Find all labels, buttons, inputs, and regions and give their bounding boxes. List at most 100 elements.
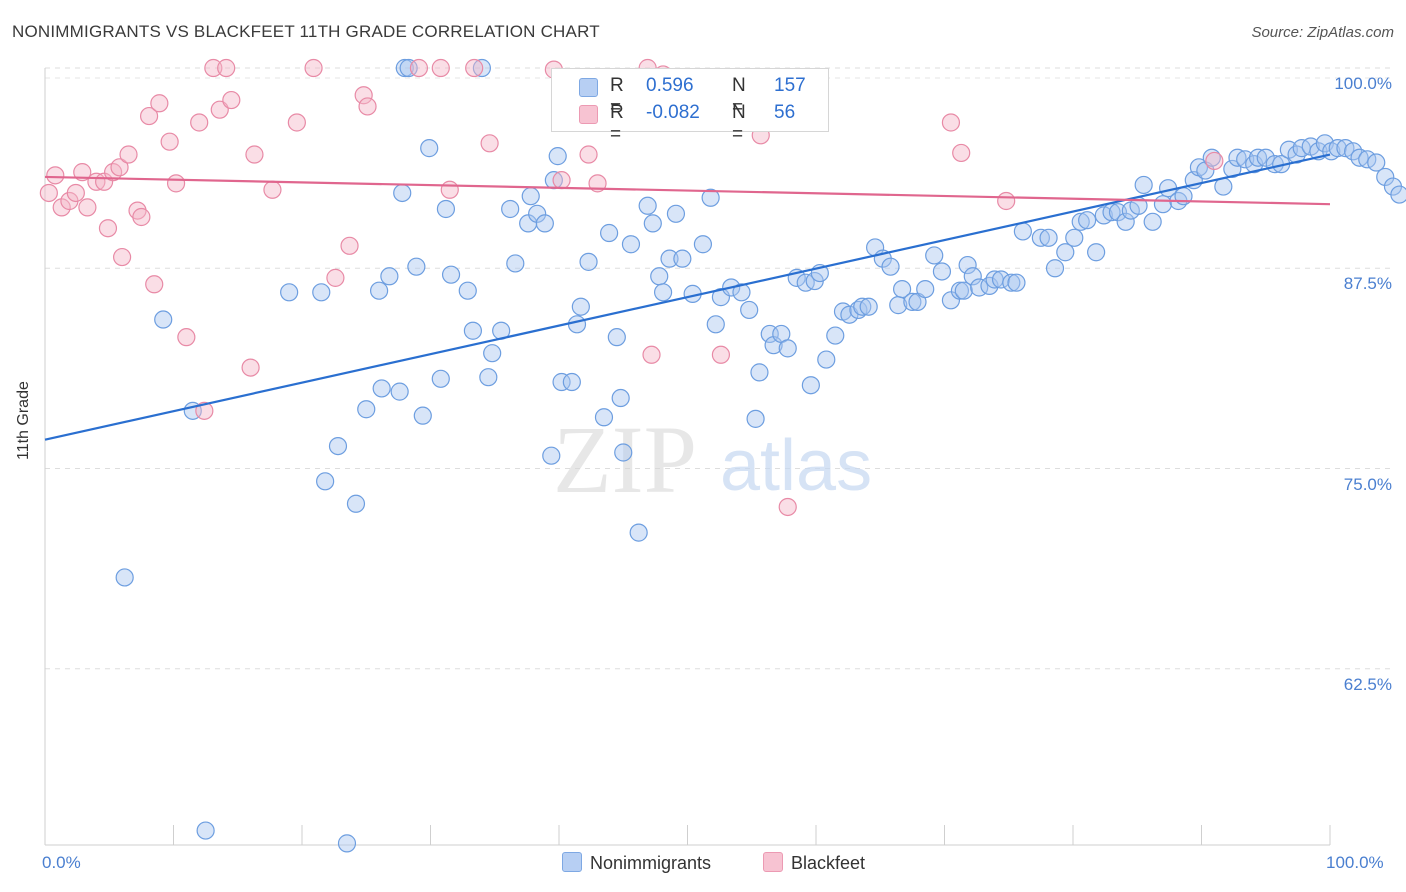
- point-blackfeet: [552, 171, 571, 190]
- bottom-legend-nonimmigrants: Nonimmigrants: [562, 852, 711, 874]
- point-blackfeet: [304, 58, 323, 78]
- point-nonimmigrants: [650, 267, 669, 286]
- scatter-points: [39, 58, 1406, 853]
- point-nonimmigrants: [399, 58, 418, 78]
- point-nonimmigrants: [552, 372, 571, 392]
- n-value-nonimmigrants: 157: [774, 75, 806, 96]
- point-nonimmigrants: [817, 350, 836, 369]
- point-blackfeet: [166, 174, 186, 193]
- point-blackfeet: [440, 180, 459, 199]
- point-nonimmigrants: [1087, 243, 1106, 262]
- point-nonimmigrants: [420, 139, 439, 158]
- point-nonimmigrants: [892, 279, 912, 299]
- point-nonimmigrants: [1007, 273, 1026, 292]
- point-nonimmigrants: [280, 283, 299, 302]
- bottom-legend-blackfeet: Blackfeet: [763, 852, 865, 874]
- point-nonimmigrants: [372, 379, 391, 398]
- point-nonimmigrants: [479, 368, 498, 387]
- point-nonimmigrants: [535, 214, 554, 233]
- y-tick-label: 87.5%: [1343, 274, 1392, 294]
- point-nonimmigrants: [154, 310, 173, 329]
- point-blackfeet: [177, 328, 196, 347]
- point-nonimmigrants: [1143, 212, 1162, 231]
- point-nonimmigrants: [600, 223, 619, 243]
- point-nonimmigrants: [1367, 153, 1386, 172]
- point-nonimmigrants: [778, 339, 797, 358]
- point-nonimmigrants: [521, 187, 540, 206]
- point-nonimmigrants: [643, 214, 662, 233]
- point-nonimmigrants: [1228, 148, 1247, 167]
- point-blackfeet: [132, 207, 151, 227]
- r-value-nonimmigrants: 0.596: [646, 75, 694, 96]
- point-nonimmigrants: [638, 196, 657, 215]
- point-nonimmigrants: [954, 281, 973, 300]
- watermark-atlas: atlas: [720, 426, 872, 506]
- point-nonimmigrants: [483, 344, 502, 363]
- point-nonimmigrants: [1256, 148, 1275, 167]
- point-nonimmigrants: [826, 326, 845, 345]
- point-blackfeet: [711, 345, 731, 364]
- x-tick-max: 100.0%: [1326, 853, 1384, 872]
- point-nonimmigrants: [629, 523, 648, 542]
- point-blackfeet: [112, 247, 132, 267]
- point-nonimmigrants: [1013, 222, 1032, 241]
- point-nonimmigrants: [666, 204, 686, 223]
- point-nonimmigrants: [853, 297, 872, 316]
- point-nonimmigrants: [991, 270, 1011, 289]
- point-blackfeet: [1205, 151, 1224, 171]
- point-nonimmigrants: [1390, 185, 1406, 204]
- point-blackfeet: [480, 134, 499, 153]
- point-nonimmigrants: [693, 235, 713, 254]
- y-tick-label: 100.0%: [1334, 74, 1392, 93]
- r-label: R =: [610, 102, 624, 145]
- trend-line-blackfeet: [44, 175, 1331, 206]
- point-blackfeet: [465, 58, 484, 78]
- r-value-blackfeet: -0.082: [646, 102, 700, 123]
- point-nonimmigrants: [337, 834, 357, 853]
- point-blackfeet: [952, 143, 971, 163]
- n-label: N =: [732, 102, 746, 145]
- point-nonimmigrants: [1039, 228, 1058, 247]
- point-nonimmigrants: [621, 235, 641, 254]
- point-nonimmigrants: [1153, 195, 1173, 214]
- point-blackfeet: [190, 113, 209, 132]
- point-nonimmigrants: [346, 494, 366, 513]
- point-nonimmigrants: [958, 255, 977, 275]
- point-nonimmigrants: [903, 292, 922, 312]
- point-nonimmigrants: [796, 273, 815, 292]
- point-nonimmigrants: [881, 257, 900, 276]
- point-nonimmigrants: [916, 279, 935, 299]
- r-label: R =: [610, 75, 624, 118]
- point-nonimmigrants: [567, 315, 587, 334]
- watermark: ZIP atlas: [553, 406, 872, 513]
- point-nonimmigrants: [653, 283, 673, 302]
- point-nonimmigrants: [673, 249, 692, 268]
- point-nonimmigrants: [562, 372, 581, 392]
- point-nonimmigrants: [390, 382, 409, 401]
- point-blackfeet: [195, 401, 214, 420]
- point-nonimmigrants: [357, 400, 376, 419]
- point-nonimmigrants: [458, 281, 477, 300]
- point-nonimmigrants: [594, 408, 614, 427]
- nonimmigrants-legend-label: Nonimmigrants: [590, 853, 712, 873]
- point-blackfeet: [354, 86, 373, 105]
- point-nonimmigrants: [746, 409, 765, 428]
- point-nonimmigrants: [407, 257, 426, 276]
- point-blackfeet: [579, 145, 598, 164]
- point-nonimmigrants: [1248, 148, 1268, 167]
- point-nonimmigrants: [950, 281, 970, 300]
- point-blackfeet: [241, 358, 260, 377]
- point-blackfeet: [217, 58, 236, 78]
- point-nonimmigrants: [1376, 167, 1395, 187]
- point-nonimmigrants: [501, 199, 520, 219]
- point-nonimmigrants: [436, 199, 456, 219]
- stats-legend: R = 0.596 N = 157 R = -0.082 N = 56: [551, 68, 829, 145]
- point-blackfeet: [326, 268, 345, 287]
- point-nonimmigrants: [1002, 273, 1021, 292]
- point-blackfeet: [642, 345, 661, 364]
- point-nonimmigrants: [579, 252, 598, 271]
- point-nonimmigrants: [840, 305, 859, 324]
- point-nonimmigrants: [1350, 148, 1369, 167]
- point-nonimmigrants: [607, 328, 626, 347]
- point-blackfeet: [941, 113, 961, 132]
